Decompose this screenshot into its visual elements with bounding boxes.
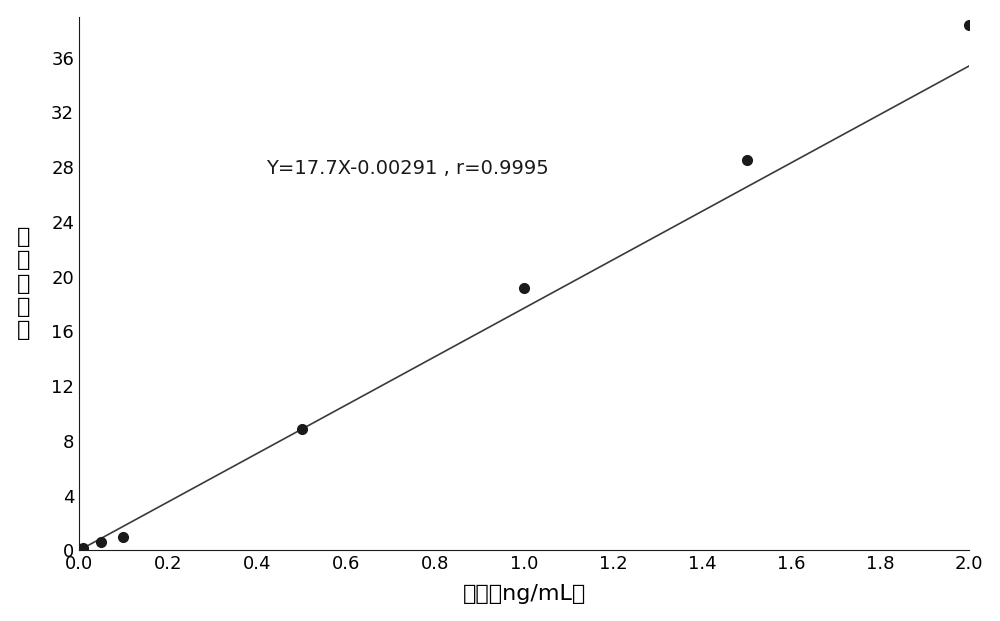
Point xyxy=(739,155,755,165)
Point xyxy=(294,424,310,434)
X-axis label: 浓度（ng/mL）: 浓度（ng/mL） xyxy=(462,584,586,604)
Y-axis label: 浓
度
响
应
值: 浓 度 响 应 值 xyxy=(17,227,30,340)
Point xyxy=(516,283,532,293)
Point xyxy=(115,532,131,542)
Text: Y=17.7X-0.00291 , r=0.9995: Y=17.7X-0.00291 , r=0.9995 xyxy=(266,159,549,178)
Point xyxy=(75,543,91,553)
Point xyxy=(93,537,109,547)
Point xyxy=(961,20,977,30)
